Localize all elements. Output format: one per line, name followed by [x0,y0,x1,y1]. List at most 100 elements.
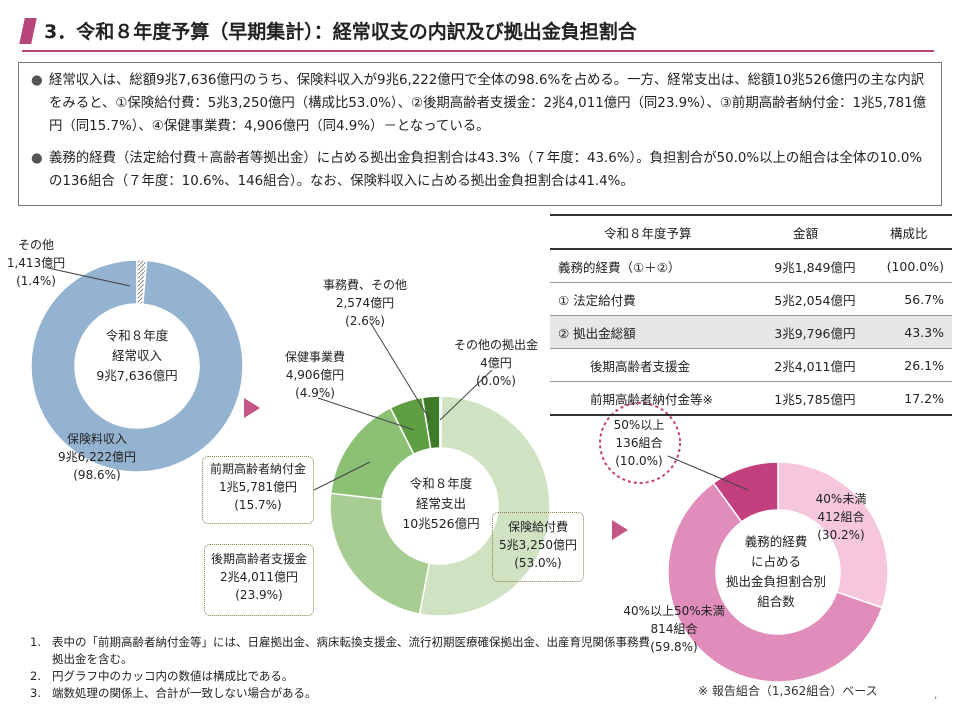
note-text: 端数処理の関係上、合計が一致しない場合がある。 [52,686,317,700]
label-amount: 136組合 [615,436,663,450]
table-cell-amount: 1兆5,785億円 [745,381,866,416]
note-item: 1. 表中の「前期高齢者納付金等」には、日雇拠出金、病床転換支援金、流行初期医療… [30,634,650,668]
table-row: 後期高齢者支援金 2兆4,011億円 26.1% [550,348,952,382]
table-header-row: 令和８年度予算 金額 構成比 [550,214,952,250]
ratio-center-line-3: 拠出金負担割合別 [725,574,826,589]
table-cell-ratio: (100.0%) [865,249,952,283]
label-percent: (4.9%) [295,386,335,400]
label-percent: (15.7%) [234,498,282,512]
label-amount: 2,574億円 [335,296,395,310]
label-amount: 9兆6,222億円 [58,450,136,464]
ratio-center-line-2: に占める [750,554,801,569]
table-cell-ratio: 43.3% [865,315,952,349]
label-expenditure-elderly-support: 後期高齢者支援金 2兆4,011億円 (23.9%) [204,550,314,604]
table-header-label: 令和８年度予算 [550,214,746,250]
table-cell-label: ② 拠出金総額 [550,315,746,349]
leader-expenditure-early-elderly [313,461,371,491]
label-percent: (0.0%) [476,374,516,388]
label-name: 保険料収入 [66,432,127,446]
table-row: 前期高齢者納付金等※ 1兆5,785億円 17.2% [550,381,952,416]
label-ratio-over50: 50%以上 136組合 (10.0%) [606,416,672,470]
table-cell-label: 義務的経費（①＋②） [550,249,746,283]
note-number: 1. [30,635,41,649]
table-row: 義務的経費（①＋②） 9兆1,849億円 (100.0%) [550,249,952,283]
table-cell-ratio: 26.1% [865,348,952,382]
notes: 1. 表中の「前期高齢者納付金等」には、日雇拠出金、病床転換支援金、流行初期医療… [30,634,650,702]
note-item: 3. 端数処理の関係上、合計が一致しない場合がある。 [30,685,650,702]
donut-slice-contribution_ratio-2 [712,461,779,523]
expenditure-center-label: 令和８年度 経常支出 10兆526億円 [386,474,496,534]
label-name: 50%以上 [613,418,665,432]
label-revenue-premium: 保険料収入 9兆6,222億円 (98.6%) [52,430,142,484]
table-cell-label: ① 法定給付費 [550,282,746,316]
leader-expenditure-health [317,397,415,431]
table-row: ② 拠出金総額 3兆9,796億円 43.3% [550,315,952,349]
label-name: 保健事業費 [284,350,345,364]
footnote-reporting-base: ※ 報告組合（1,362組合）ベース [698,684,878,698]
label-percent: (59.8%) [650,640,698,654]
note-text: 円グラフ中のカッコ内の数値は構成比である。 [52,669,294,683]
donut-slice-revenue-1 [136,259,148,306]
bullet-dot-icon: ● [31,73,43,88]
table-header-ratio: 構成比 [865,214,952,250]
label-name: その他 [17,238,54,252]
note-item: 2. 円グラフ中のカッコ内の数値は構成比である。 [30,668,650,685]
donut-slice-expenditure-5 [439,395,443,449]
label-name: 事務費、その他 [322,278,407,292]
arrow-right-icon [244,398,260,418]
table-cell-amount: 9兆1,849億円 [745,249,866,283]
expenditure-center-line-3: 10兆526億円 [402,516,480,531]
label-name: 40%以上50%未満 [623,604,725,618]
revenue-center-line-1: 令和８年度 [105,328,169,343]
summary-bullet-contribution-ratio: ● 義務的経費（法定給付費＋高齢者等拠出金）に占める拠出金負担割合は43.3%（… [31,147,931,193]
label-ratio-40to50: 40%以上50%未満 814組合 (59.8%) [616,602,732,656]
table-cell-amount: 3兆9,796億円 [745,315,866,349]
expenditure-center-line-1: 令和８年度 [409,476,473,491]
label-expenditure-health: 保健事業費 4,906億円 (4.9%) [270,348,360,402]
label-amount: 5兆3,250億円 [499,538,577,552]
table-header-amount: 金額 [745,214,866,250]
donut-slice-expenditure-4 [421,395,441,450]
title-accent-mark [19,18,37,44]
expenditure-center-line-2: 経常支出 [415,496,466,511]
label-bracket [204,544,314,616]
label-amount: 4億円 [480,356,512,370]
label-amount: 412組合 [817,510,865,524]
label-name: 後期高齢者支援金 [210,552,307,566]
table-cell-label: 前期高齢者納付金等※ [550,381,746,416]
table-cell-amount: 2兆4,011億円 [745,348,866,382]
page-title: 3．令和８年度予算（早期集計）：経常収支の内訳及び拠出金負担割合 [44,21,637,43]
label-amount: 1,413億円 [6,256,66,270]
table-row: ① 法定給付費 5兆2,054億円 56.7% [550,282,952,316]
label-name: 前期高齢者納付金 [209,462,306,476]
summary-bullet-revenue-expenditure: ● 経常収入は、総額9兆7,636億円のうち、保険料収入が9兆6,222億円で全… [31,69,931,138]
label-expenditure-admin: 事務費、その他 2,574億円 (2.6%) [310,276,420,330]
summary-box: ● 経常収入は、総額9兆7,636億円のうち、保険料収入が9兆6,222億円で全… [18,62,942,206]
revenue-center-label: 令和８年度 経常収入 9兆7,636億円 [82,326,192,386]
donut-slice-expenditure-3 [389,396,432,456]
bullet-dot-icon: ● [31,151,43,166]
label-percent: (1.4%) [16,274,56,288]
label-percent: (10.0%) [615,454,663,468]
label-ratio-under40: 40%未満 412組合 (30.2%) [806,490,876,544]
ratio-center-label: 義務的経費 に占める 拠出金負担割合別 組合数 [716,532,836,612]
leader-expenditure-admin [369,321,431,421]
label-amount: 4,906億円 [285,368,345,382]
ratio-center-line-4: 組合数 [757,594,795,609]
table-cell-ratio: 17.2% [865,381,952,416]
label-percent: (98.6%) [73,468,121,482]
note-number: 2. [30,669,41,683]
note-number: 3. [30,686,41,700]
label-name: その他の拠出金 [453,338,538,352]
label-percent: (53.0%) [514,556,562,570]
label-amount: 2兆4,011億円 [220,570,298,584]
table-cell-label: 後期高齢者支援金 [550,348,746,382]
label-expenditure-other-contrib: その他の拠出金 4億円 (0.0%) [446,336,546,390]
summary-text-1: 経常収入は、総額9兆7,636億円のうち、保険料収入が9兆6,222億円で全体の… [49,73,927,134]
leader-ratio-over50 [667,455,749,491]
title-bar: 3．令和８年度予算（早期集計）：経常収支の内訳及び拠出金負担割合 [19,14,934,52]
label-name: 40%未満 [815,492,867,506]
summary-text-2: 義務的経費（法定給付費＋高齢者等拠出金）に占める拠出金負担割合は43.3%（７年… [49,151,923,189]
label-revenue-other: その他 1,413億円 (1.4%) [6,236,66,290]
